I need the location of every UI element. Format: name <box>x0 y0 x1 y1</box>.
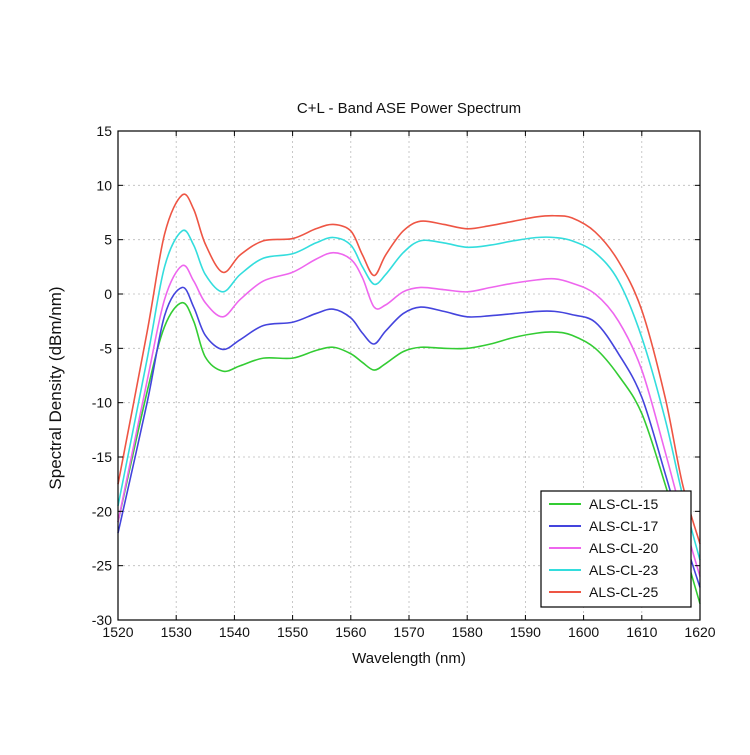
x-tick-label: 1530 <box>161 624 192 640</box>
y-axis-label: Spectral Density (dBm/nm) <box>46 286 65 489</box>
legend-label: ALS-CL-15 <box>589 496 658 512</box>
series-line-als-cl-20 <box>117 251 701 577</box>
legend-label: ALS-CL-23 <box>589 562 658 578</box>
y-tick-label: -5 <box>100 340 113 356</box>
y-tick-label: 5 <box>104 232 112 248</box>
x-tick-label: 1590 <box>510 624 541 640</box>
y-tick-label: -15 <box>92 449 112 465</box>
legend-label: ALS-CL-17 <box>589 518 658 534</box>
y-tick-label: -10 <box>92 395 112 411</box>
x-tick-label: 1610 <box>626 624 657 640</box>
y-tick-label: 15 <box>96 123 112 139</box>
series-line-als-cl-17 <box>117 286 701 588</box>
x-tick-label: 1560 <box>335 624 366 640</box>
series-line-als-cl-15 <box>117 301 701 604</box>
y-tick-label: -25 <box>92 558 112 574</box>
legend-label: ALS-CL-20 <box>589 540 658 556</box>
x-tick-label: 1600 <box>568 624 599 640</box>
x-axis-label: Wavelength (nm) <box>352 650 466 667</box>
x-tick-label: 1540 <box>219 624 250 640</box>
series-line-als-cl-23 <box>117 229 701 561</box>
series-line-als-cl-25 <box>117 193 701 545</box>
y-tick-label: -30 <box>92 612 112 628</box>
x-tick-label: 1620 <box>684 624 715 640</box>
y-tick-label: 0 <box>104 286 112 302</box>
x-tick-label: 1520 <box>102 624 133 640</box>
x-tick-label: 1570 <box>393 624 424 640</box>
y-tick-label: 10 <box>96 177 112 193</box>
y-tick-label: -20 <box>92 503 112 519</box>
legend-label: ALS-CL-25 <box>589 584 658 600</box>
series-lines <box>117 193 701 604</box>
x-tick-label: 1550 <box>277 624 308 640</box>
axis-ticks: 1520 1530 1540 1550 1560 1570 1580 1590 1600 1610… <box>92 123 716 640</box>
chart-title: C+L - Band ASE Power Spectrum <box>297 100 521 117</box>
legend: ALS-CL-15 ALS-CL-17 ALS-CL-20 ALS-CL-23 ALS-… <box>540 490 692 608</box>
x-tick-label: 1580 <box>452 624 483 640</box>
